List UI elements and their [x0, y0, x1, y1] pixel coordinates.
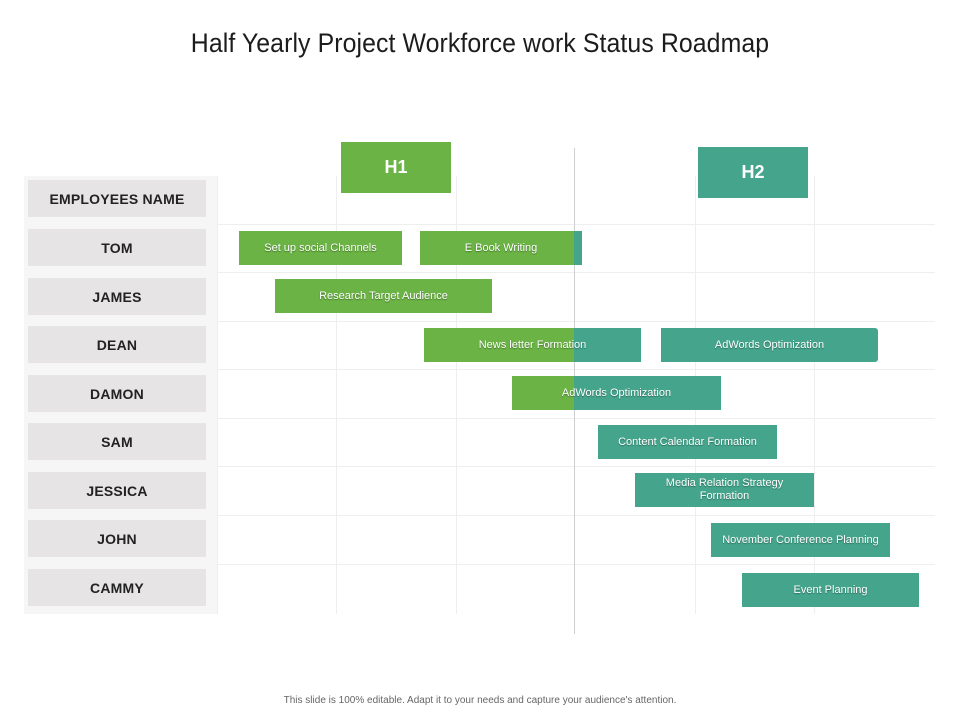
- task-label: Content Calendar Formation: [618, 435, 757, 448]
- grid-line: [217, 321, 935, 322]
- task-bar: Content Calendar Formation: [598, 425, 777, 459]
- grid-line: [217, 564, 935, 565]
- task-bar: Media Relation Strategy Formation: [635, 473, 814, 507]
- grid-line: [217, 176, 218, 614]
- grid-line: [336, 176, 337, 614]
- task-bar: E Book Writing: [420, 231, 582, 265]
- grid-line: [217, 418, 935, 419]
- grid-line: [217, 515, 935, 516]
- task-bar: Event Planning: [742, 573, 919, 607]
- task-bar: Set up social Channels: [239, 231, 402, 265]
- grid-line: [217, 272, 935, 273]
- task-label: Set up social Channels: [264, 241, 377, 254]
- grid-line: [456, 176, 457, 614]
- employee-row-label: DEAN: [28, 326, 206, 363]
- task-bar: AdWords Optimization: [661, 328, 878, 362]
- task-label: AdWords Optimization: [714, 338, 825, 351]
- task-label: Media Relation Strategy Formation: [665, 477, 784, 502]
- task-label: Research Target Audience: [319, 289, 448, 302]
- task-bar: News letter Formation: [424, 328, 641, 362]
- task-label: News letter Formation: [478, 338, 587, 351]
- grid-line: [217, 224, 935, 225]
- employee-row-label: JESSICA: [28, 472, 206, 509]
- task-bar: Research Target Audience: [275, 279, 492, 313]
- employees-name-header: EMPLOYEES NAME: [28, 180, 206, 217]
- employee-row-label: DAMON: [28, 375, 206, 412]
- footer-note: This slide is 100% editable. Adapt it to…: [283, 695, 677, 706]
- employee-row-label: TOM: [28, 229, 206, 266]
- task-label: E Book Writing: [464, 241, 538, 254]
- employee-row-label: CAMMY: [28, 569, 206, 606]
- task-label: Event Planning: [793, 583, 868, 596]
- grid-line: [814, 176, 815, 614]
- task-label: AdWords Optimization: [561, 386, 672, 399]
- h1-header: H1: [341, 142, 451, 193]
- page-title: Half Yearly Project Workforce work Statu…: [190, 28, 770, 58]
- employee-row-label: SAM: [28, 423, 206, 460]
- h2-header: H2: [698, 147, 808, 198]
- grid-line: [217, 466, 935, 467]
- task-label: November Conference Planning: [722, 533, 879, 546]
- task-bar: November Conference Planning: [711, 523, 890, 557]
- employee-row-label: JOHN: [28, 520, 206, 557]
- employee-row-label: JAMES: [28, 278, 206, 315]
- grid-line: [217, 369, 935, 370]
- task-bar: AdWords Optimization: [512, 376, 721, 410]
